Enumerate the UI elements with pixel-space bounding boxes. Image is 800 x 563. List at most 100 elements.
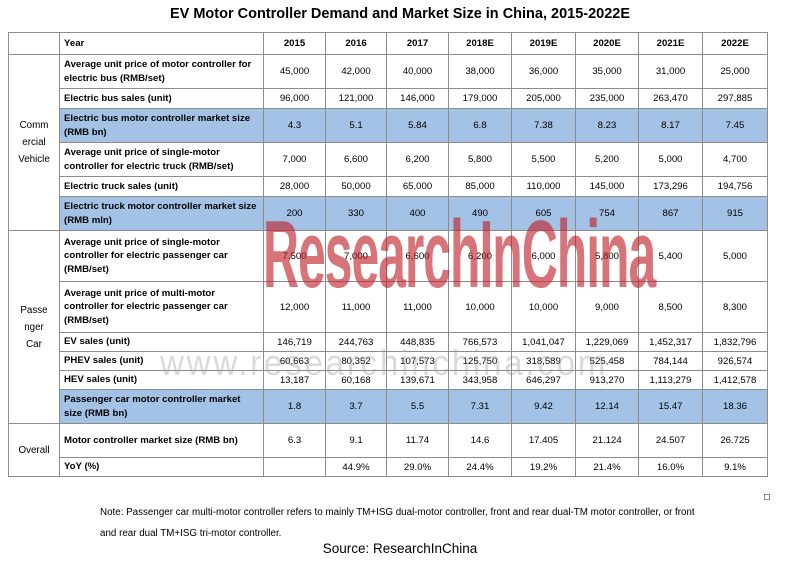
- row-label: EV sales (unit): [59, 332, 264, 352]
- row-label: Average unit price of multi-motor contro…: [59, 281, 264, 333]
- category-cell-overall: Overall: [8, 423, 60, 477]
- value-cell: 7.45: [702, 108, 768, 143]
- header-row: Year 2015 2016 2017 2018E 2019E 2020E 2021E 2022…: [8, 32, 768, 55]
- value-cell: 754: [575, 196, 639, 231]
- value-cell: 318,589: [511, 351, 576, 371]
- value-cell: 867: [638, 196, 703, 231]
- value-cell: 205,000: [511, 88, 576, 109]
- value-cell: 784,144: [638, 351, 703, 371]
- row-label: Electric bus motor controller market siz…: [59, 108, 264, 143]
- value-cell: 11,000: [386, 281, 449, 333]
- value-cell: 60,663: [263, 351, 326, 371]
- header-year: 2017: [386, 32, 449, 55]
- value-cell: 9.1%: [702, 457, 768, 477]
- table-row: Passenger car motor controller market si…: [9, 389, 768, 424]
- value-cell: 8,300: [702, 281, 768, 333]
- value-cell: 19.2%: [511, 457, 576, 477]
- value-cell: 766,573: [448, 332, 512, 352]
- value-cell: 330: [325, 196, 387, 231]
- value-cell: 25,000: [702, 54, 768, 89]
- value-cell: 9,000: [575, 281, 639, 333]
- value-cell: 121,000: [325, 88, 387, 109]
- header-year: 2022E: [702, 32, 768, 55]
- value-cell: 50,000: [325, 176, 387, 197]
- value-cell: 40,000: [386, 54, 449, 89]
- value-cell: 110,000: [511, 176, 576, 197]
- row-label: Electric truck motor controller market s…: [59, 196, 264, 231]
- value-cell: 400: [386, 196, 449, 231]
- table-title: EV Motor Controller Demand and Market Si…: [169, 6, 631, 22]
- value-cell: 8.17: [638, 108, 703, 143]
- value-cell: 65,000: [386, 176, 449, 197]
- value-cell: 7,500: [263, 230, 326, 282]
- value-cell: 5,800: [575, 230, 639, 282]
- value-cell: 5,200: [575, 142, 639, 177]
- value-cell: 31,000: [638, 54, 703, 89]
- value-cell: 448,835: [386, 332, 449, 352]
- value-cell: 6,600: [386, 230, 449, 282]
- value-cell: 80,352: [325, 351, 387, 371]
- value-cell: 3.7: [325, 389, 387, 424]
- value-cell: 179,000: [448, 88, 512, 109]
- value-cell: 38,000: [448, 54, 512, 89]
- value-cell: 21.124: [575, 423, 639, 458]
- row-label: HEV sales (unit): [59, 370, 264, 390]
- value-cell: 45,000: [263, 54, 326, 89]
- value-cell: 10,000: [448, 281, 512, 333]
- table-row: Electric truck sales (unit) 28,000 50,000 6…: [9, 176, 768, 197]
- table-row: Electric bus motor controller market siz…: [9, 108, 768, 143]
- value-cell: 173,296: [638, 176, 703, 197]
- header-year: 2021E: [638, 32, 703, 55]
- table-row: Average unit price of multi-motor contro…: [9, 281, 768, 333]
- value-cell: 913,270: [575, 370, 639, 390]
- value-cell: 146,000: [386, 88, 449, 109]
- table-row: PHEV sales (unit) 60,663 80,352 107,573 125,…: [9, 351, 768, 371]
- value-cell: 646,297: [511, 370, 576, 390]
- value-cell: 11,000: [325, 281, 387, 333]
- value-cell: 145,000: [575, 176, 639, 197]
- value-cell: 5.5: [386, 389, 449, 424]
- value-cell: 35,000: [575, 54, 639, 89]
- value-cell: 5.84: [386, 108, 449, 143]
- header-year: 2015: [263, 32, 326, 55]
- value-cell: 1,412,578: [702, 370, 768, 390]
- value-cell: 4.3: [263, 108, 326, 143]
- value-cell: 525,458: [575, 351, 639, 371]
- table-row: Comm ercial Vehicle Average unit price of m…: [8, 54, 768, 231]
- header-year-label: Year: [59, 32, 264, 55]
- value-cell: 125,750: [448, 351, 512, 371]
- value-cell: 244,763: [325, 332, 387, 352]
- value-cell: 8,500: [638, 281, 703, 333]
- value-cell: 7.38: [511, 108, 576, 143]
- table-row: EV sales (unit) 146,719 244,763 448,835 766,…: [9, 332, 768, 352]
- value-cell: 5,500: [511, 142, 576, 177]
- value-cell: 6,600: [325, 142, 387, 177]
- value-cell: 85,000: [448, 176, 512, 197]
- table-row: YoY (%) 44.9% 29.0% 24.4% 19.2% 21.4% 16.0% 9.1…: [9, 457, 768, 477]
- table-corner-marker: [764, 494, 770, 500]
- value-cell: 15.47: [638, 389, 703, 424]
- value-cell: 107,573: [386, 351, 449, 371]
- value-cell: 926,574: [702, 351, 768, 371]
- value-cell: 1,832,796: [702, 332, 768, 352]
- table-row: Passe nger Car Average unit price of single…: [8, 230, 768, 424]
- value-cell: 14.6: [448, 423, 512, 458]
- category-cell-passenger: Passe nger Car: [8, 230, 60, 424]
- value-cell: 26.725: [702, 423, 768, 458]
- row-label: Motor controller market size (RMB bn): [59, 423, 264, 458]
- value-cell: 28,000: [263, 176, 326, 197]
- row-label: Average unit price of motor controller f…: [59, 54, 264, 89]
- value-cell: 4,700: [702, 142, 768, 177]
- value-cell: 10,000: [511, 281, 576, 333]
- value-cell: 13,187: [263, 370, 326, 390]
- value-cell: 7,000: [325, 230, 387, 282]
- header-year: 2018E: [448, 32, 512, 55]
- header-year: 2020E: [575, 32, 639, 55]
- value-cell: 12.14: [575, 389, 639, 424]
- value-cell: 343,958: [448, 370, 512, 390]
- value-cell: 6.8: [448, 108, 512, 143]
- value-cell: 6,200: [386, 142, 449, 177]
- value-cell: 60,168: [325, 370, 387, 390]
- value-cell: 915: [702, 196, 768, 231]
- row-label: Average unit price of single-motor contr…: [59, 230, 264, 282]
